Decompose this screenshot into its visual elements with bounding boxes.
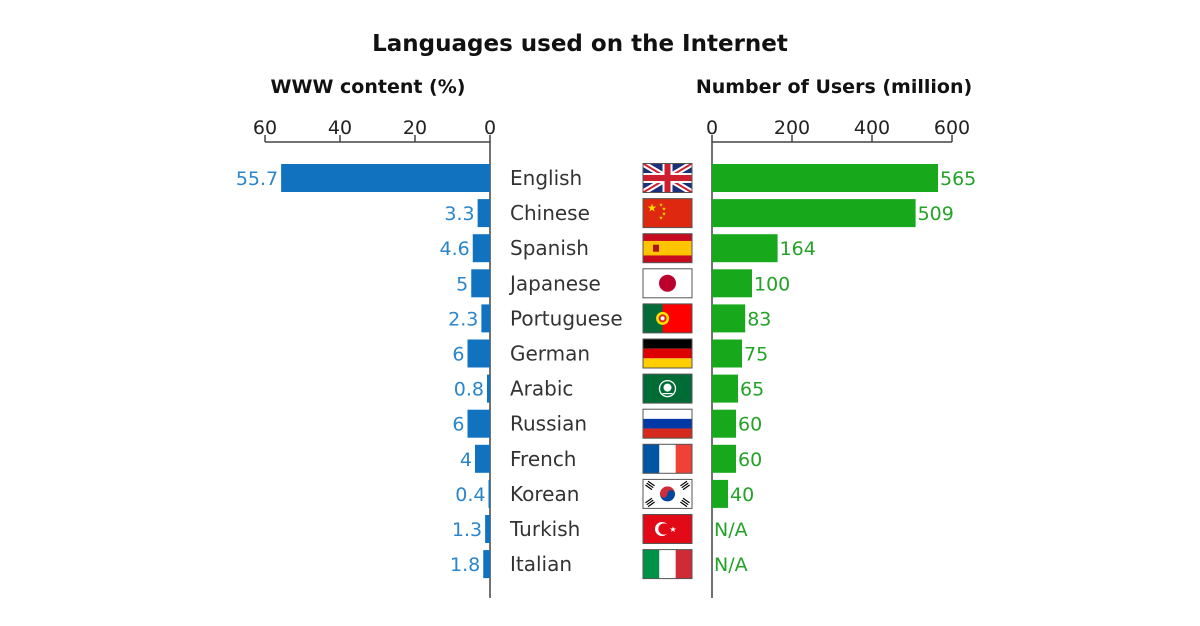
language-label-arabic: Arabic [510,377,573,401]
users-value-japanese: 100 [754,273,790,295]
users-value-german: 75 [744,344,768,366]
language-label-english: English [510,166,582,190]
japan-flag-icon [642,268,693,299]
portugal-flag-icon [642,303,693,334]
users-value-italian: N/A [714,554,748,576]
chart-title: Languages used on the Internet [372,31,788,57]
russia-flag-icon [642,408,693,439]
china-flag-icon: ★ ★★★★ [642,198,693,229]
right-tick-label: 400 [854,117,890,139]
left-panel-title: WWW content (%) [271,76,466,98]
www-content-bar-german [467,339,490,368]
users-bar-english [712,164,938,192]
www-content-bar-korean [488,479,490,508]
right-panel-title: Number of Users (million) [696,76,972,98]
www-content-bar-italian [483,550,490,579]
language-labels: English Chinese Spanish Japanese Portuguese G… [508,166,623,576]
svg-text:★: ★ [662,207,667,213]
www-content-bar-portuguese [481,304,490,333]
www-content-value-french: 4 [460,449,472,471]
users-value-chinese: 509 [918,203,954,225]
language-label-korean: Korean [510,482,579,506]
flags: ★ ★★★★★ [642,163,693,580]
users-value-arabic: 65 [740,379,764,401]
www-content-bar-japanese [471,269,490,298]
www-content-value-portuguese: 2.3 [448,308,478,330]
users-value-portuguese: 83 [747,308,771,330]
svg-text:★: ★ [659,203,664,209]
language-label-german: German [510,342,590,366]
right-tick-label: 600 [934,117,970,139]
france-flag-icon [642,443,693,474]
users-bar-spanish [712,234,778,263]
users-value-spanish: 164 [780,238,816,260]
www-content-value-russian: 6 [452,414,464,436]
turkey-flag-icon: ★ [642,514,693,544]
left-tick-label: 20 [403,117,427,139]
right-bars: 565 509 164 100 83 75 65 60 60 40 N/A N/A [712,164,976,576]
users-bar-japanese [712,269,752,298]
south-korea-flag-icon [642,478,693,509]
www-content-bar-chinese [477,199,490,228]
www-content-value-arabic: 0.8 [454,379,484,401]
svg-text:★: ★ [647,202,657,215]
language-label-turkish: Turkish [509,517,580,541]
left-tick-label: 60 [253,117,277,139]
language-label-portuguese: Portuguese [510,306,623,330]
www-content-bar-russian [467,409,490,438]
www-content-value-english: 55.7 [236,168,278,190]
www-content-bar-arabic [487,374,490,403]
language-label-russian: Russian [510,412,587,436]
language-label-french: French [510,447,576,471]
language-label-chinese: Chinese [510,201,590,225]
users-bar-korean [712,479,728,508]
germany-flag-icon [642,338,693,369]
www-content-value-turkish: 1.3 [452,519,482,541]
users-value-korean: 40 [730,484,754,506]
users-bar-russian [712,409,736,438]
right-tick-label: 0 [706,117,718,139]
users-value-turkish: N/A [714,519,748,541]
www-content-bar-english [281,164,490,192]
www-content-bar-french [475,444,490,473]
users-bar-arabic [712,374,738,403]
left-tick-label: 40 [328,117,352,139]
language-label-italian: Italian [510,552,572,576]
www-content-value-chinese: 3.3 [444,203,474,225]
language-label-spanish: Spanish [510,236,589,260]
svg-text:★: ★ [659,216,664,222]
left-tick-label: 0 [484,117,496,139]
uk-flag-icon [642,163,693,193]
www-content-value-japanese: 5 [456,273,468,295]
users-value-english: 565 [940,168,976,190]
users-bar-chinese [712,199,916,228]
users-value-russian: 60 [738,414,762,436]
users-bar-german [712,339,742,368]
left-bars: 55.7 3.3 4.6 5 2.3 6 0.8 6 4 0.4 1.3 1.8 [236,164,490,579]
users-bar-french [712,444,736,473]
www-content-value-korean: 0.4 [455,484,485,506]
www-content-value-italian: 1.8 [450,554,480,576]
spain-flag-icon [642,233,693,264]
www-content-value-german: 6 [452,344,464,366]
italy-flag-icon [642,549,693,580]
svg-text:★: ★ [669,525,676,534]
www-content-bar-turkish [485,515,490,543]
arab-league-flag-icon [642,373,693,404]
users-value-french: 60 [738,449,762,471]
right-tick-label: 200 [774,117,810,139]
www-content-bar-spanish [472,234,490,263]
svg-text:★: ★ [662,212,667,218]
www-content-value-spanish: 4.6 [440,238,470,260]
users-bar-portuguese [712,304,746,333]
language-label-japanese: Japanese [508,271,601,295]
